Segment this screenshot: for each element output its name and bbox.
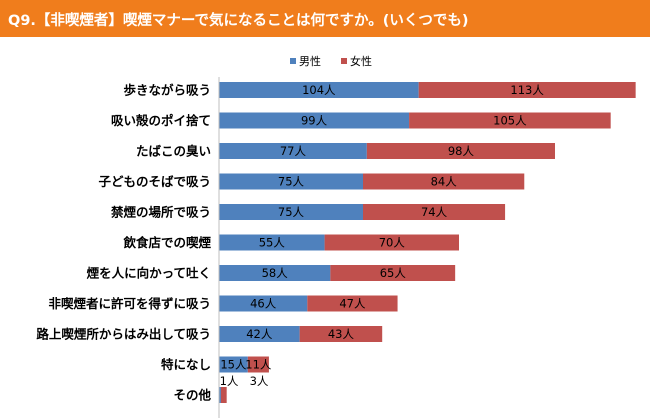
data-label-female: 74人 <box>421 205 448 219</box>
data-label-male: 42人 <box>246 327 273 341</box>
bar-male <box>219 265 331 281</box>
bar-male <box>219 82 419 98</box>
data-label-female: 70人 <box>379 236 406 250</box>
category-labels: 歩きながら吸う吸い殻のポイ捨てたばこの臭い子どものそばで吸う禁煙の場所で吸う飲食… <box>36 83 211 403</box>
data-label-male: 46人 <box>250 297 277 311</box>
stacked-bar-chart: 男性 女性 歩きながら吸う吸い殻のポイ捨てたばこの臭い子どものそばで吸う禁煙の場所… <box>36 54 636 418</box>
bar-female <box>366 143 555 159</box>
category-label: その他 <box>173 388 211 403</box>
data-label-male: 104人 <box>302 83 336 97</box>
data-label-female: 105人 <box>493 114 527 128</box>
data-label-male: 75人 <box>278 205 305 219</box>
data-label-male: 77人 <box>280 144 307 158</box>
data-label-female: 98人 <box>448 144 475 158</box>
bar-male <box>219 295 308 312</box>
category-label: 飲食店での喫煙 <box>122 235 211 250</box>
category-label: 歩きながら吸う <box>123 83 211 98</box>
data-label-female: 43人 <box>328 327 355 341</box>
bar-female <box>220 387 227 403</box>
bar-female <box>247 356 269 373</box>
bar-male <box>219 112 410 129</box>
data-label-male: 55人 <box>259 236 286 250</box>
bar-female <box>299 326 383 342</box>
bar-male <box>219 234 325 251</box>
data-label-female: 84人 <box>431 175 458 189</box>
data-label-female: 11人 <box>245 358 272 372</box>
data-label-male: 99人 <box>301 114 328 128</box>
data-label-male: 15人 <box>220 358 247 372</box>
data-label-male: 58人 <box>262 266 289 280</box>
legend-label-female: 女性 <box>350 54 372 68</box>
category-label: 特になし <box>161 357 211 372</box>
bar-female <box>409 112 611 129</box>
category-label: 路上喫煙所からはみ出して吸う <box>36 327 211 342</box>
category-label: 吸い殻のポイ捨て <box>111 113 211 128</box>
category-label: たばこの臭い <box>136 144 211 159</box>
bar-male <box>219 173 363 190</box>
data-label-female: 65人 <box>380 266 407 280</box>
legend-swatch-male <box>290 58 296 64</box>
bar-female <box>363 173 525 190</box>
bar-male <box>219 387 221 403</box>
question-title: Q9.【非喫煙者】喫煙マナーで気になることは何ですか。(いくつでも) <box>8 13 469 29</box>
bar-male <box>219 356 248 373</box>
bar-female <box>418 82 636 98</box>
bar-female <box>307 295 398 312</box>
bar-female <box>324 234 459 251</box>
data-label-female: 47人 <box>339 297 366 311</box>
legend-label-male: 男性 <box>299 54 321 68</box>
bar-male <box>219 143 367 159</box>
bar-male <box>219 326 300 342</box>
bar-female <box>330 265 456 281</box>
question-header: Q9.【非喫煙者】喫煙マナーで気になることは何ですか。(いくつでも) <box>0 0 650 37</box>
data-label-female: 113人 <box>510 83 544 97</box>
chart-legend: 男性 女性 <box>290 54 372 68</box>
data-label-female: 3人 <box>250 374 269 388</box>
data-label-male: 75人 <box>278 175 305 189</box>
bar-female <box>363 204 506 220</box>
legend-swatch-female <box>341 58 347 64</box>
bar-male <box>219 204 363 220</box>
category-label: 子どものそばで吸う <box>98 174 211 189</box>
category-label: 非喫煙者に許可を得ずに吸う <box>48 296 211 311</box>
chart-bars: 104人 113人 99人 105人 77人 98人 75人 84人 75人 74人 55人 70人 5… <box>219 82 636 403</box>
category-label: 煙を人に向かって吐く <box>87 266 211 281</box>
category-label: 禁煙の場所で吸う <box>111 205 211 220</box>
data-label-male: 1人 <box>220 374 239 388</box>
